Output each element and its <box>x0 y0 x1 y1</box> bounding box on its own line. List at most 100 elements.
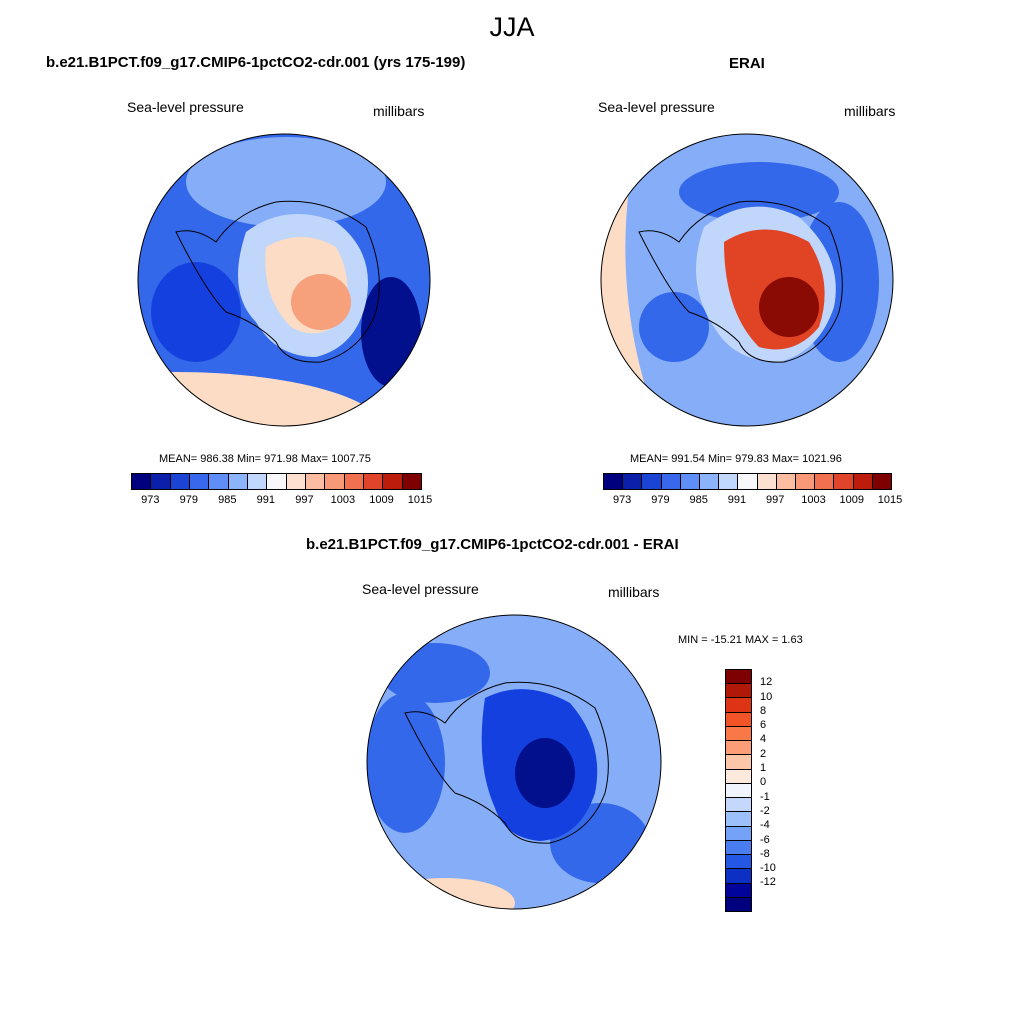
panel3-west-anomaly <box>367 693 445 833</box>
figure-title: JJA <box>489 12 535 42</box>
panel3-stats: MIN = -15.21 MAX = 1.63 <box>678 634 803 646</box>
panel1-colorbar <box>131 473 422 490</box>
panel2-colorbar-tick-label: 1003 <box>801 494 826 506</box>
diff-colorbar-tick-label: -2 <box>760 804 770 817</box>
diff-colorbar-swatch <box>726 855 751 870</box>
diff-colorbar-tick-label: 0 <box>760 776 767 789</box>
panel2-title: ERAI <box>729 55 765 72</box>
panel2-antarctic-core <box>759 277 819 337</box>
panel2-colorbar-tick-label: 991 <box>727 494 747 506</box>
panel1-colorbar-swatch <box>189 474 210 489</box>
diff-colorbar-swatch <box>726 826 751 841</box>
diff-colorbar-tick-label: -1 <box>760 790 770 803</box>
panel2-colorbar <box>603 473 892 490</box>
panel1-colorbar-swatch <box>402 474 421 489</box>
panel2-colorbar-swatch <box>757 474 777 489</box>
panel2-colorbar-swatch <box>642 474 662 489</box>
diff-colorbar-tick-label: -6 <box>760 833 770 846</box>
panel2-units: millibars <box>844 103 896 119</box>
diff-colorbar-tick-label: 4 <box>760 733 767 746</box>
diff-colorbar-swatch <box>726 684 751 699</box>
panel1-colorbar-swatch <box>151 474 171 489</box>
diff-colorbar-swatch <box>726 883 751 898</box>
diff-colorbar-tick-label: 12 <box>760 676 773 689</box>
panel2-colorbar-swatch <box>796 474 816 489</box>
panel1-warm-rim <box>138 372 386 426</box>
panel2-colorbar-swatch <box>604 474 624 489</box>
diff-colorbar-swatch <box>726 670 751 685</box>
diff-colorbar-tick-label: 2 <box>760 747 767 760</box>
panel1-colorbar-tick-label: 973 <box>141 494 160 506</box>
panel2-colorbar-swatch <box>680 474 701 489</box>
panel1-colorbar-swatch <box>344 474 364 489</box>
diff-colorbar-swatch <box>726 769 751 784</box>
panel3-map <box>366 614 662 910</box>
panel1-colorbar-labels: 973 979 985 991 997 1003 1009 1015 <box>131 494 432 508</box>
panel1-colorbar-tick-label: 985 <box>218 494 237 506</box>
diff-colorbar-tick-label: 6 <box>760 719 767 732</box>
panel2-colorbar-swatch <box>834 474 854 489</box>
panel1-colorbar-tick-label: 991 <box>256 494 276 506</box>
panel2-map <box>600 133 894 427</box>
panel2-colorbar-swatch <box>623 474 643 489</box>
diff-colorbar-swatch <box>726 869 751 884</box>
diff-colorbar-swatch <box>726 726 751 742</box>
panel2-mid-band <box>679 162 839 222</box>
diff-colorbar-swatch <box>726 840 751 856</box>
panel1-colorbar-tick-label: 997 <box>295 494 314 506</box>
panel1-units: millibars <box>373 103 425 119</box>
panel3-coastline <box>404 681 609 844</box>
panel2-colorbar-tick-label: 1009 <box>839 494 864 506</box>
panel1-colorbar-tick-label: 1003 <box>330 494 356 506</box>
panel2-colorbar-swatch <box>853 474 873 489</box>
panel1-low-east <box>361 277 421 387</box>
diff-colorbar-swatch <box>726 741 751 756</box>
panel1-colorbar-swatch <box>305 474 326 489</box>
panel2-colorbar-swatch <box>776 474 797 489</box>
diff-colorbar-tick-label: -10 <box>760 862 776 875</box>
diff-colorbar-swatch <box>726 897 751 911</box>
diff-colorbar-swatch <box>726 783 751 799</box>
diff-colorbar-swatch <box>726 798 751 813</box>
panel1-mid-band <box>186 137 386 227</box>
panel2-low-west <box>639 292 709 362</box>
panel1-colorbar-tick-label: 1009 <box>369 494 394 506</box>
panel2-colorbar-swatch <box>661 474 681 489</box>
panel1-colorbar-swatch <box>286 474 306 489</box>
panel2-stats: MEAN= 991.54 Min= 979.83 Max= 1021.96 <box>630 453 842 465</box>
panel1-title: b.e21.B1PCT.f09_g17.CMIP6-1pctCO2-cdr.00… <box>46 54 466 71</box>
panel1-colorbar-swatch <box>267 474 287 489</box>
panel2-colorbar-swatch <box>872 474 892 489</box>
diff-colorbar-tick-label: 8 <box>760 704 767 717</box>
panel2-colorbar-tick-label: 1015 <box>877 494 903 506</box>
panel1-colorbar-swatch <box>170 474 190 489</box>
panel3-variable: Sea-level pressure <box>362 581 479 597</box>
panel1-colorbar-tick-label: 979 <box>179 494 198 506</box>
panel1-map <box>137 133 431 427</box>
panel3-units: millibars <box>608 584 660 600</box>
diff-colorbar-swatch <box>726 812 751 827</box>
panel1-colorbar-swatch <box>247 474 268 489</box>
panel1-low-west <box>151 262 241 362</box>
panel1-colorbar-swatch <box>209 474 229 489</box>
panel1-antarctic-core <box>291 274 351 330</box>
panel3-antarctic-core <box>515 738 575 808</box>
panel1-variable: Sea-level pressure <box>127 99 244 115</box>
panel2-colorbar-swatch <box>815 474 835 489</box>
panel1-colorbar-swatch <box>132 474 152 489</box>
diff-colorbar-tick-label: -8 <box>760 847 770 860</box>
panel2-colorbar-tick-label: 997 <box>766 494 785 506</box>
panel2-colorbar-tick-label: 973 <box>612 494 632 506</box>
panel2-colorbar-tick-label: 985 <box>689 494 708 506</box>
panel2-coastline <box>638 200 843 363</box>
diff-colorbar-tick-label: -12 <box>760 876 776 889</box>
diff-colorbar-tick-label: 1 <box>760 762 767 775</box>
panel1-colorbar-swatch <box>363 474 384 489</box>
panel2-colorbar-swatch <box>719 474 739 489</box>
panel2-colorbar-swatch <box>738 474 758 489</box>
diff-colorbar-swatch <box>726 698 751 713</box>
panel1-colorbar-swatch <box>325 474 345 489</box>
panel2-colorbar-swatch <box>700 474 720 489</box>
panel2-variable: Sea-level pressure <box>598 99 715 115</box>
diff-colorbar <box>725 669 752 912</box>
